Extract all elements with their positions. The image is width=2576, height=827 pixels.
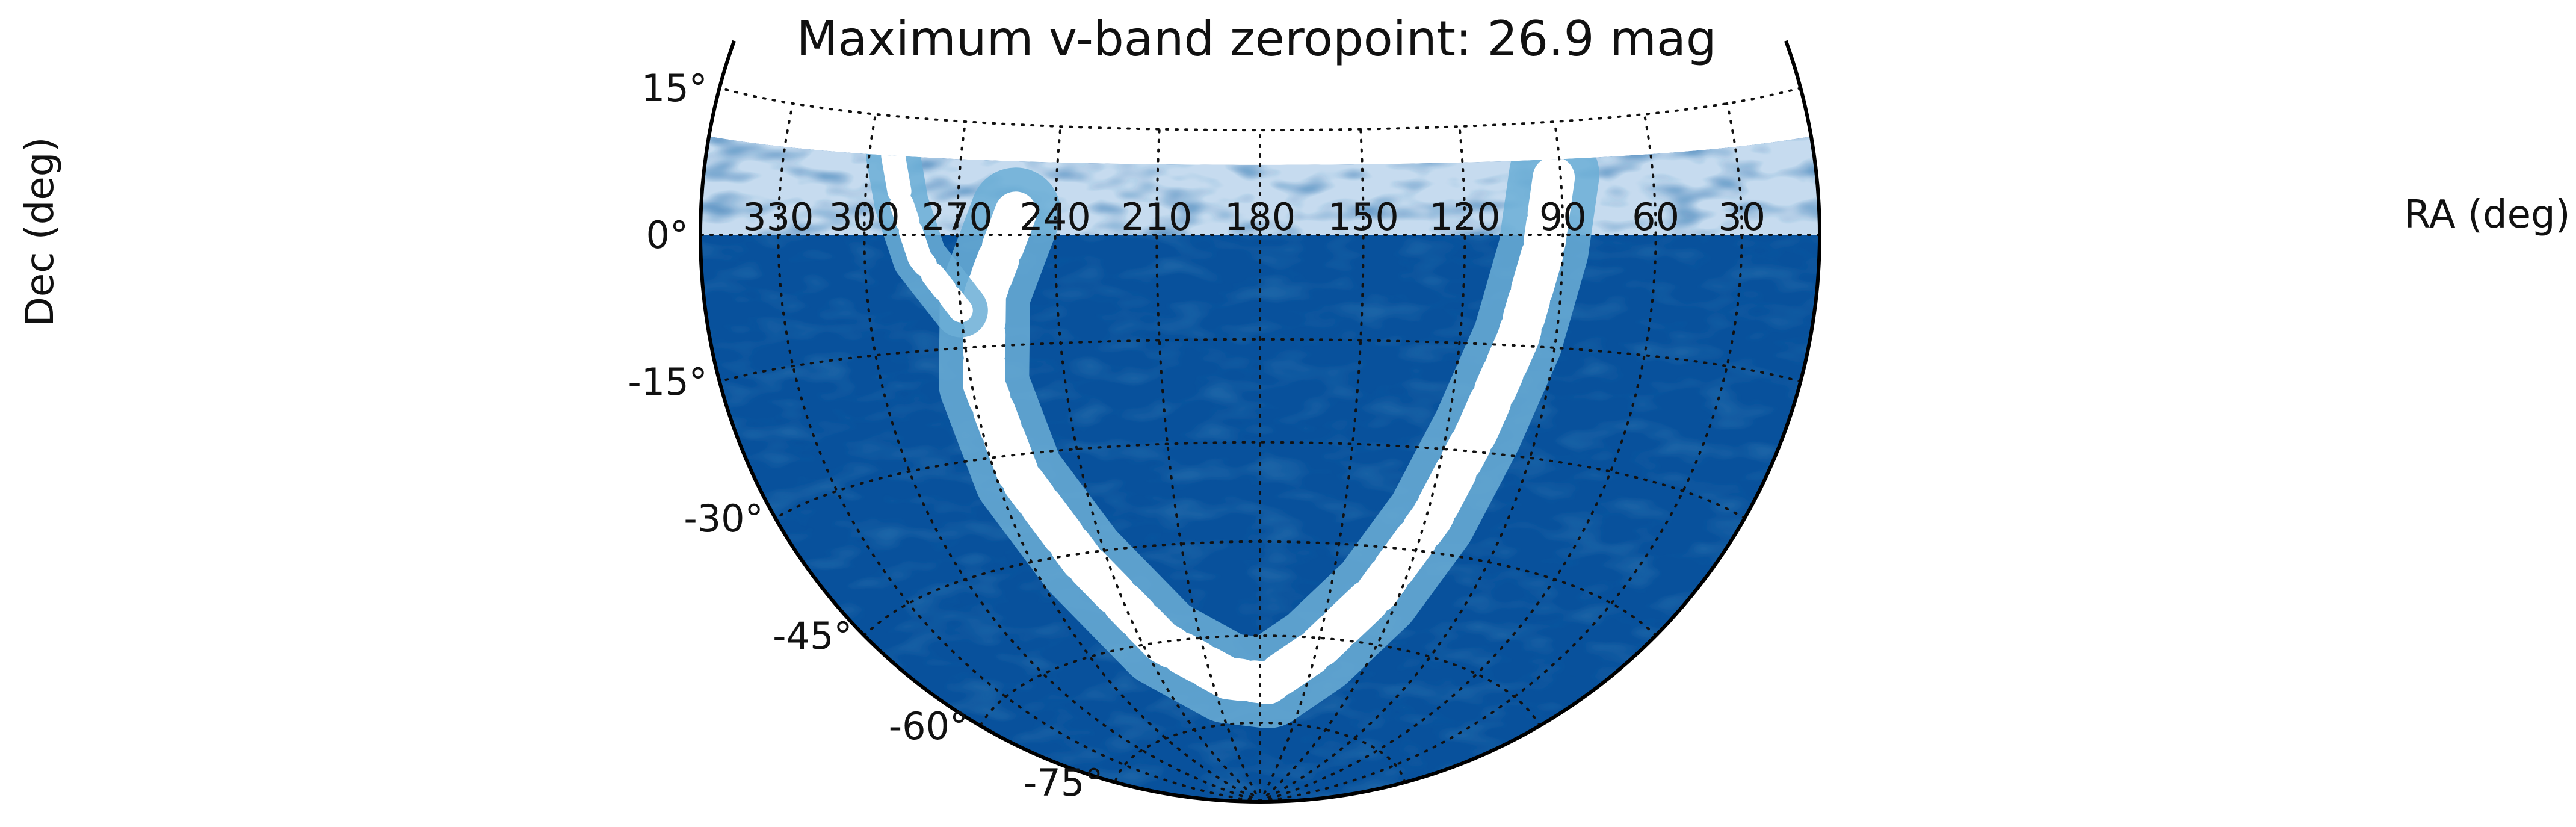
ra-tick-label: 300 bbox=[829, 195, 900, 239]
gap-core bbox=[881, 143, 973, 323]
dec-gridline bbox=[774, 441, 1746, 519]
graticule bbox=[699, 87, 1821, 803]
ra-gridline bbox=[956, 120, 1261, 803]
dec-tick-label: -45° bbox=[773, 614, 852, 658]
dec-tick-label: -30° bbox=[684, 497, 763, 540]
ra-gridline bbox=[777, 102, 1261, 803]
ra-tick-labels: 330 300 270 240 210 180 150 120 90 60 30 bbox=[743, 195, 1765, 239]
ra-gridline bbox=[1155, 128, 1261, 803]
ra-gridline bbox=[1259, 128, 1365, 803]
projection-boundary bbox=[698, 40, 1822, 804]
ra-tick-label: 90 bbox=[1539, 195, 1587, 239]
ra-gridline bbox=[1259, 120, 1564, 803]
ra-tick-label: 120 bbox=[1429, 195, 1500, 239]
ra-tick-label: 60 bbox=[1632, 195, 1679, 239]
galactic-plane-gap bbox=[866, 136, 1599, 728]
ra-gridline bbox=[1259, 102, 1743, 803]
ra-tick-label: 210 bbox=[1121, 195, 1192, 239]
dec-tick-labels: 15° 0° -15° -30° -45° -60° -75° bbox=[628, 66, 1103, 805]
y-axis-label: Dec (deg) bbox=[18, 137, 63, 327]
ra-tick-label: 30 bbox=[1718, 195, 1765, 239]
dec-tick-label: -15° bbox=[628, 360, 707, 404]
gap-core bbox=[963, 153, 1575, 704]
ra-tick-label: 180 bbox=[1225, 195, 1296, 239]
dec-tick-label: -75° bbox=[1024, 761, 1103, 805]
dec-tick-label: 0° bbox=[646, 213, 688, 257]
x-axis-label: RA (deg) bbox=[2404, 193, 2571, 237]
ra-tick-label: 330 bbox=[743, 195, 814, 239]
ra-tick-label: 270 bbox=[922, 195, 993, 239]
dec-tick-label: 15° bbox=[641, 66, 708, 110]
dec-tick-label: -60° bbox=[889, 704, 968, 748]
chart-title: Maximum v-band zeropoint: 26.9 mag bbox=[796, 11, 1716, 67]
ra-tick-label: 240 bbox=[1019, 195, 1090, 239]
ra-tick-label: 150 bbox=[1328, 195, 1399, 239]
dec-gridline bbox=[718, 87, 1802, 132]
